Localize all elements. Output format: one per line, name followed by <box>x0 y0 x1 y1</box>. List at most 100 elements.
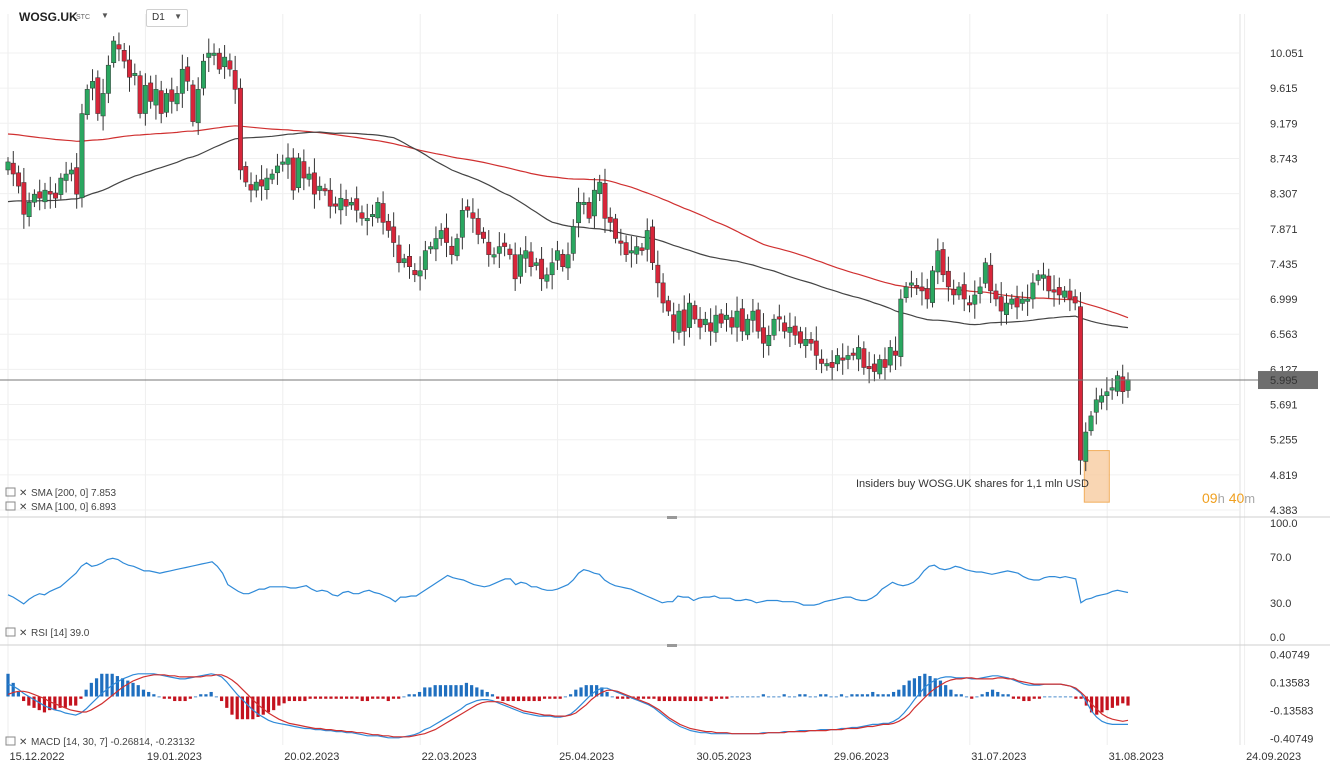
macd-hist-neg <box>371 696 375 699</box>
macd-hist-neg <box>74 696 78 706</box>
macd-hist-pos <box>918 676 922 697</box>
candle-down <box>882 359 888 368</box>
candle-up <box>977 286 983 295</box>
candle-up <box>518 254 523 277</box>
macd-hist-pos <box>766 696 771 698</box>
macd-hist-neg <box>678 696 682 702</box>
candle-down <box>407 256 412 267</box>
timeframe-select[interactable]: D1 ▼ <box>146 9 188 27</box>
candle-down <box>924 288 930 300</box>
candle-down <box>1078 306 1083 461</box>
macd-hist-neg <box>246 696 250 720</box>
macd-hist-neg <box>537 696 541 702</box>
candle-up <box>724 314 729 320</box>
candle-up <box>834 355 840 365</box>
candle-down <box>322 188 328 192</box>
macd-hist-neg <box>282 696 286 704</box>
macd-hist-neg <box>1095 696 1099 715</box>
candle-up <box>222 56 228 68</box>
candle-up <box>142 85 148 114</box>
macd-hist-pos <box>787 696 791 698</box>
candle-down <box>776 316 782 320</box>
candle-up <box>174 93 180 105</box>
candle-down <box>95 77 101 114</box>
candle-up <box>787 326 793 333</box>
candle-down <box>850 352 856 356</box>
candle-up <box>111 40 117 64</box>
macd-hist-pos <box>141 689 146 697</box>
macd-hist-neg <box>636 696 640 699</box>
x-tick-label: 24.09.2023 <box>1246 751 1301 763</box>
macd-hist-neg <box>522 696 526 702</box>
candle-up <box>201 60 206 89</box>
price-tick-label: 4.383 <box>1270 505 1298 517</box>
x-tick-label: 31.07.2023 <box>971 751 1026 763</box>
macd-hist-neg <box>251 696 255 720</box>
macd-hist-neg <box>266 696 271 713</box>
candle-up <box>105 64 111 94</box>
candle-up <box>84 89 90 116</box>
macd-hist-neg <box>308 696 312 699</box>
macd-hist-pos <box>94 678 99 697</box>
candle-up <box>206 52 212 58</box>
macd-hist-neg <box>22 696 26 702</box>
candle-up <box>1030 282 1036 300</box>
candle-down <box>998 296 1004 312</box>
candle-up <box>687 302 692 328</box>
macd-hist-neg <box>496 696 500 699</box>
macd-hist-pos <box>938 680 943 697</box>
sma-200-legend: SMA [200, 0] 7.853 <box>31 488 116 499</box>
macd-hist-neg <box>355 696 359 699</box>
macd-hist-pos <box>480 689 484 697</box>
macd-hist-pos <box>964 696 969 698</box>
candle-down <box>665 300 671 312</box>
legend-settings-icon <box>5 487 16 497</box>
macd-hist-neg <box>532 696 536 702</box>
macd-hist-pos <box>589 685 594 697</box>
macd-hist-pos <box>105 673 109 697</box>
macd-hist-pos <box>204 694 208 697</box>
candle-down <box>739 308 745 332</box>
x-tick-label: 19.01.2023 <box>147 751 202 763</box>
candle-down <box>327 189 333 207</box>
macd-hist-neg <box>1037 696 1042 699</box>
macd-hist-neg <box>1126 696 1130 706</box>
candle-up <box>280 161 286 165</box>
event-highlight-box <box>1083 450 1110 503</box>
candle-up <box>576 201 582 224</box>
macd-hist-pos <box>574 689 578 697</box>
symbol-name[interactable]: WOSG.UK <box>19 10 78 24</box>
macd-hist-pos <box>157 696 161 698</box>
macd-hist-pos <box>923 673 927 697</box>
candle-down <box>539 258 545 280</box>
macd-hist-neg <box>709 696 713 702</box>
macd-hist-neg <box>615 696 620 699</box>
candle-down <box>893 350 898 356</box>
symbol-dropdown-icon[interactable]: ▼ <box>101 11 109 20</box>
macd-hist-pos <box>563 696 567 698</box>
macd-hist-pos <box>610 696 614 698</box>
macd-hist-pos <box>793 696 797 698</box>
macd-hist-neg <box>68 696 73 706</box>
candle-down <box>967 302 972 306</box>
macd-hist-pos <box>1053 696 1057 698</box>
macd-hist-pos <box>579 687 583 697</box>
candle-down <box>148 82 154 102</box>
candle-down <box>47 191 53 195</box>
candle-up <box>428 246 434 250</box>
candle-down <box>639 247 645 251</box>
candle-down <box>586 201 592 219</box>
macd-hist-neg <box>225 696 229 708</box>
candle-down <box>311 172 317 195</box>
macd-hist-pos <box>855 694 859 697</box>
price-tick-label: 8.307 <box>1270 189 1298 201</box>
macd-hist-pos <box>1006 694 1010 697</box>
macd-hist-pos <box>897 689 901 697</box>
macd-hist-pos <box>730 696 734 698</box>
candle-up <box>296 157 302 188</box>
macd-hist-neg <box>542 696 547 699</box>
candle-down <box>333 203 338 207</box>
macd-hist-neg <box>647 696 651 699</box>
macd-hist-neg <box>1079 696 1083 699</box>
